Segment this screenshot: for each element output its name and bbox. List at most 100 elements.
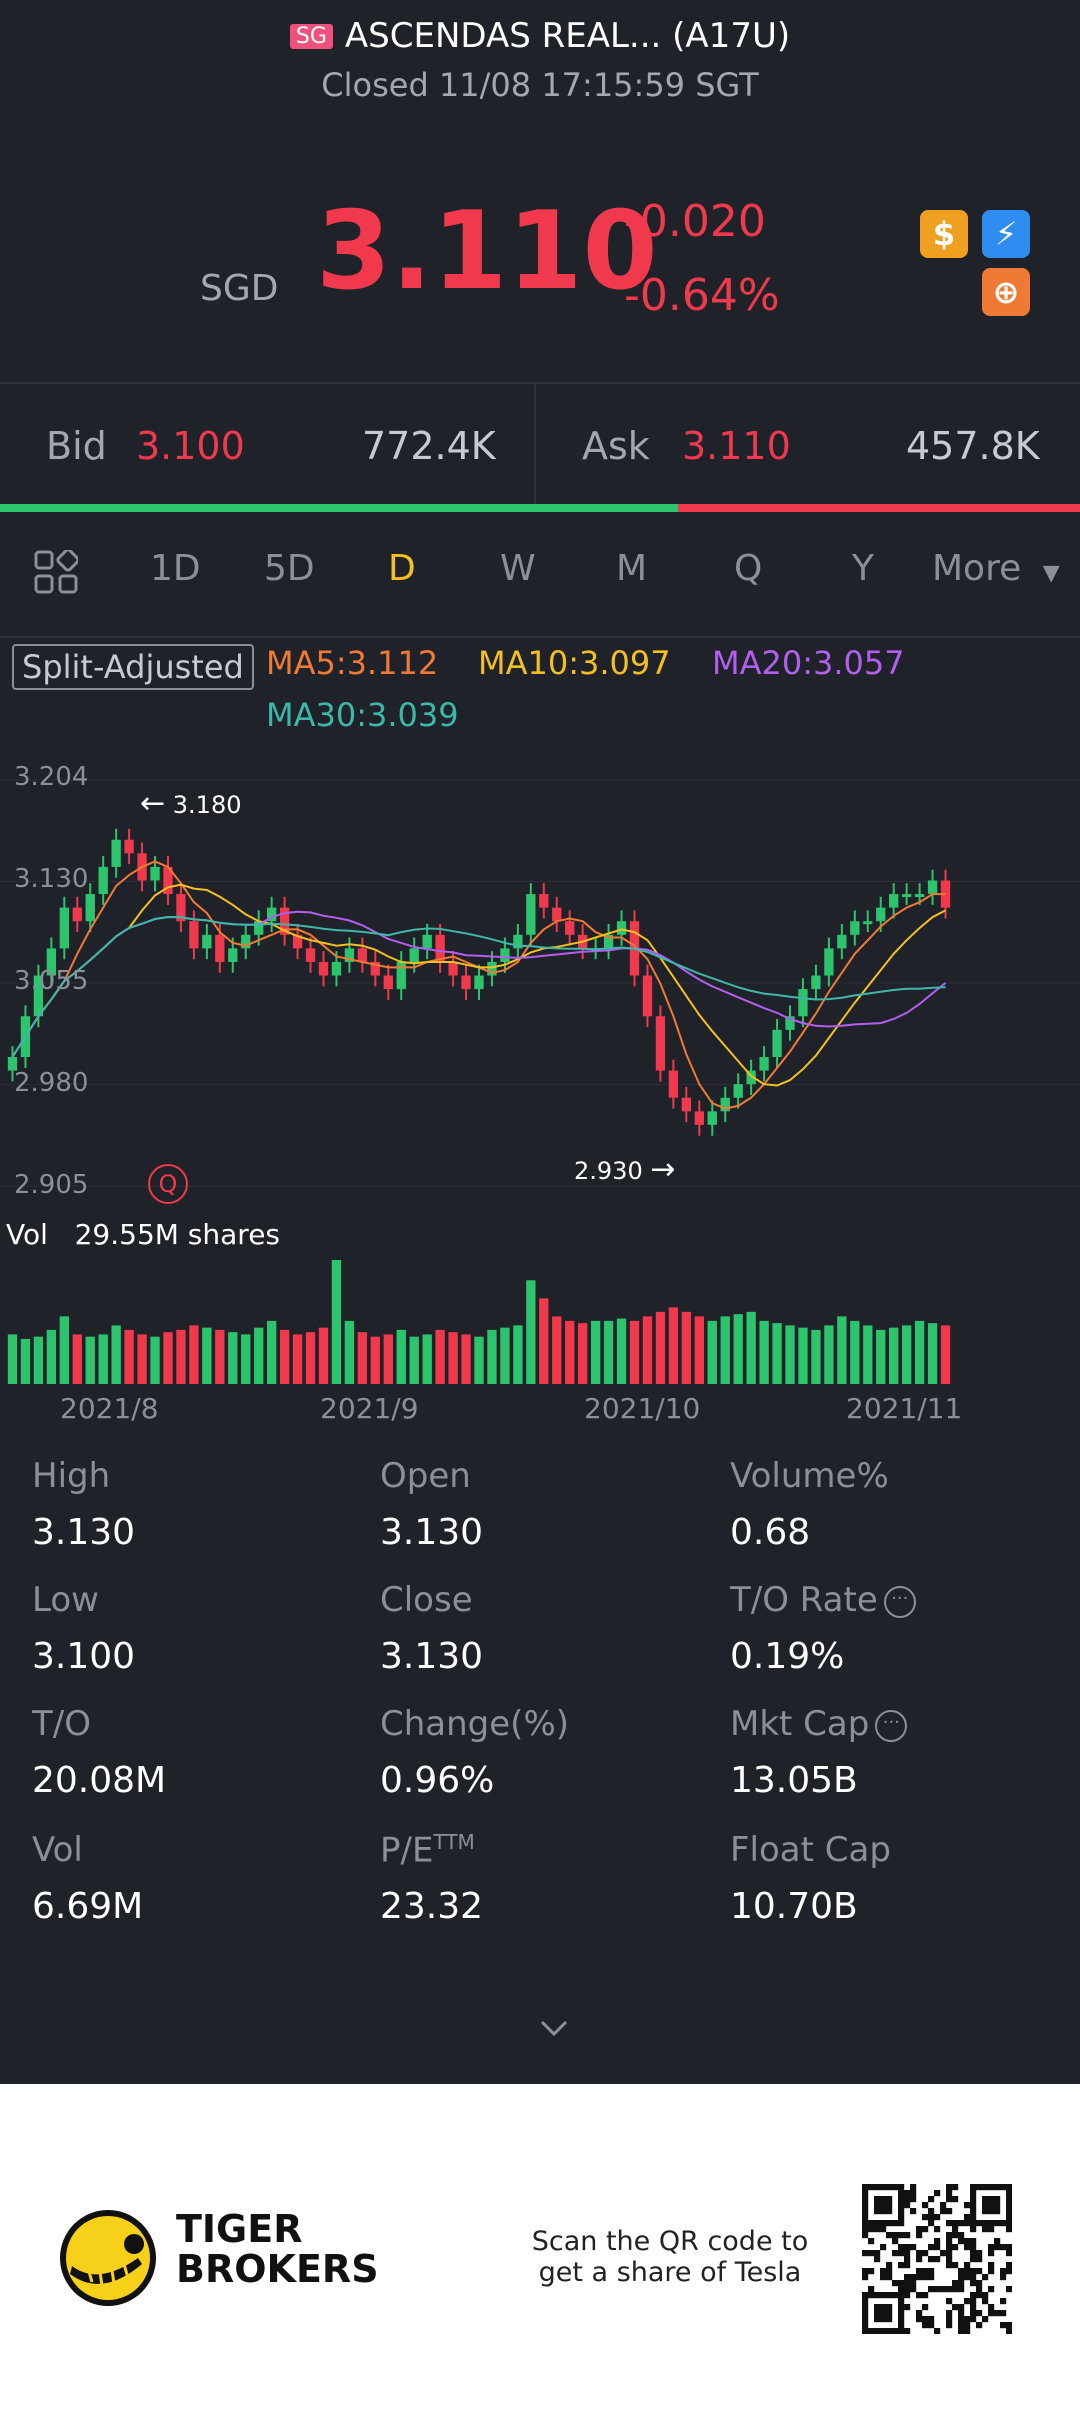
candle-body: [176, 894, 186, 922]
activity-icon[interactable]: ⊕: [982, 268, 1030, 316]
qr-module: [862, 2190, 869, 2197]
more-info-icon[interactable]: ···: [883, 1585, 916, 1618]
market-badge: SG: [289, 24, 333, 49]
candle-body: [124, 839, 134, 854]
qr-module: [898, 2316, 905, 2323]
qr-module: [976, 2250, 983, 2257]
dividend-icon[interactable]: $: [920, 210, 968, 258]
tab-week[interactable]: W: [500, 548, 536, 589]
quarterly-report-icon[interactable]: Q: [148, 1164, 188, 1204]
qr-module: [988, 2268, 995, 2275]
tiger-logo: [58, 2208, 158, 2308]
high-value: 3.180: [172, 791, 242, 819]
qr-module: [916, 2310, 923, 2317]
qr-module: [934, 2244, 941, 2251]
qr-caption-line-2: get a share of Tesla: [538, 2257, 802, 2289]
qr-module: [958, 2232, 965, 2239]
last-price: 3.110: [316, 189, 658, 314]
volume-bar: [448, 1332, 458, 1384]
tab-year[interactable]: Y: [852, 548, 874, 589]
candle-body: [914, 894, 925, 898]
candle-body: [889, 894, 899, 908]
qr-module: [940, 2250, 947, 2257]
volume-bar: [266, 1320, 277, 1384]
qr-module: [994, 2310, 1001, 2317]
qr-module: [928, 2316, 935, 2323]
tab-5d[interactable]: 5D: [264, 548, 315, 589]
tab-more[interactable]: More ▼: [932, 548, 1060, 589]
qr-module: [868, 2250, 875, 2257]
qr-module: [910, 2184, 917, 2191]
volume-label: Vol 29.55M shares: [6, 1218, 280, 1251]
ma20-label: MA20:3.057: [712, 644, 905, 682]
qr-module: [970, 2304, 977, 2311]
qr-module: [970, 2250, 977, 2257]
tab-quarter[interactable]: Q: [734, 548, 763, 589]
candle-body: [254, 921, 264, 935]
candle-body: [111, 839, 121, 867]
qr-module: [928, 2196, 935, 2203]
qr-module: [886, 2328, 893, 2334]
date-label: 2021/10: [584, 1392, 701, 1425]
qr-module: [880, 2292, 887, 2299]
candlestick-chart[interactable]: [0, 740, 1080, 1400]
qr-module: [964, 2214, 971, 2221]
qr-module: [922, 2292, 929, 2299]
qr-module: [964, 2220, 971, 2227]
qr-module: [970, 2298, 977, 2305]
qr-module: [886, 2262, 893, 2269]
qr-module: [886, 2292, 893, 2299]
more-info-icon[interactable]: ···: [875, 1709, 908, 1742]
qr-module: [946, 2232, 953, 2239]
qr-module: [946, 2244, 953, 2251]
qr-module: [868, 2226, 875, 2233]
expand-chevron-icon[interactable]: [536, 2016, 572, 2040]
qr-module: [904, 2274, 911, 2281]
qr-module: [934, 2238, 941, 2245]
qr-module: [958, 2274, 965, 2281]
chart-layout-icon[interactable]: [34, 548, 80, 594]
volume-bar: [526, 1280, 536, 1384]
volume-bar: [590, 1320, 601, 1384]
qr-module: [904, 2256, 911, 2263]
volume-bar: [344, 1320, 355, 1384]
qr-module: [958, 2304, 965, 2311]
split-adjusted-toggle[interactable]: Split-Adjusted: [12, 644, 254, 690]
qr-module: [1000, 2274, 1007, 2281]
qr-module: [928, 2274, 935, 2281]
stat-label-pe: P/ETTM: [380, 1830, 475, 1870]
qr-module: [964, 2298, 971, 2305]
volume-bar: [940, 1325, 951, 1384]
qr-module: [958, 2220, 965, 2227]
qr-code[interactable]: [862, 2184, 1012, 2334]
qr-module: [880, 2310, 887, 2317]
qr-module: [904, 2190, 911, 2197]
candle-body: [603, 934, 614, 949]
volume-bar: [279, 1329, 290, 1384]
qr-module: [868, 2184, 875, 2191]
qr-module: [988, 2310, 995, 2317]
qr-module: [892, 2232, 899, 2239]
currency-label: SGD: [200, 268, 279, 309]
candle-body: [642, 975, 653, 1017]
qr-module: [886, 2316, 893, 2323]
qr-module: [994, 2196, 1001, 2203]
qr-module: [964, 2244, 971, 2251]
qr-module: [874, 2202, 881, 2209]
qr-module: [886, 2304, 893, 2311]
qr-module: [988, 2208, 995, 2215]
qr-module: [868, 2268, 875, 2275]
stat-value-turnover-rate: 0.19%: [730, 1636, 845, 1677]
stock-title-row[interactable]: SG ASCENDAS REAL... (A17U): [0, 16, 1080, 56]
candle-body: [7, 1057, 18, 1071]
flash-icon[interactable]: ⚡: [982, 210, 1030, 258]
tab-1d[interactable]: 1D: [150, 548, 201, 589]
qr-module: [946, 2208, 953, 2215]
qr-module: [910, 2244, 917, 2251]
candle-body: [940, 880, 951, 908]
candle-body: [850, 921, 860, 935]
candle-body: [552, 907, 562, 922]
tab-day[interactable]: D: [388, 548, 416, 589]
tab-month[interactable]: M: [616, 548, 648, 589]
qr-module: [922, 2304, 929, 2311]
